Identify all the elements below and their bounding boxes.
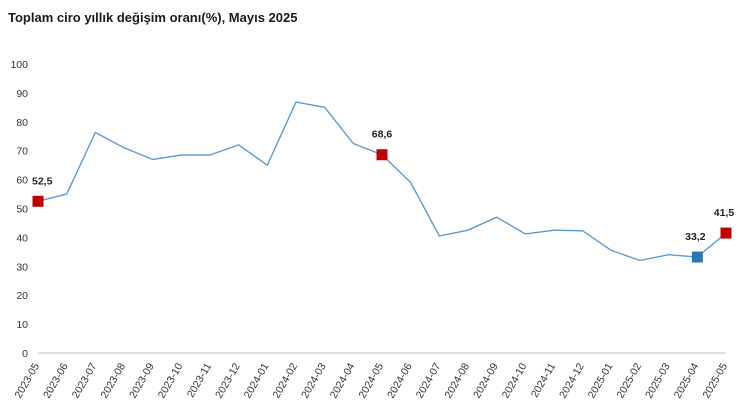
data-labels: 52,5 68,6 33,2 41,5	[32, 129, 734, 243]
x-tick-label: 2025-03	[643, 361, 673, 401]
x-tick-label: 2024-06	[385, 361, 415, 401]
x-axis: 2023-05 2023-06 2023-07 2023-08 2023-09 2023-…	[12, 352, 730, 401]
x-tick-label: 2023-06	[41, 361, 71, 401]
x-tick-label: 2023-09	[127, 361, 157, 401]
highlight-marker	[32, 195, 44, 207]
y-tick-label: 70	[16, 146, 28, 158]
x-tick-label: 2024-07	[414, 361, 444, 401]
highlight-marker	[691, 251, 703, 263]
x-tick-label: 2023-12	[213, 361, 243, 401]
y-tick-label: 80	[16, 117, 28, 129]
x-tick-label: 2023-08	[98, 361, 128, 401]
y-tick-label: 0	[22, 348, 28, 360]
highlight-marker	[720, 227, 732, 239]
series-line-group	[37, 101, 727, 262]
x-tick-label: 2024-08	[442, 361, 472, 401]
x-tick-label: 2025-05	[700, 361, 730, 401]
highlight-marker	[376, 149, 388, 161]
x-tick-label: 2023-11	[185, 361, 214, 400]
data-label: 68,6	[372, 129, 393, 141]
x-tick-label: 2025-02	[614, 361, 644, 401]
x-tick-label: 2024-12	[557, 361, 587, 401]
x-tick-label: 2025-01	[586, 361, 616, 401]
x-tick-label: 2024-11	[529, 361, 558, 400]
chart-title: Toplam ciro yıllık değişim oranı(%), May…	[8, 10, 298, 25]
data-label: 52,5	[32, 175, 53, 187]
x-tick-label: 2025-04	[672, 361, 702, 401]
x-tick-label: 2024-01	[242, 361, 272, 401]
x-tick-label: 2024-04	[328, 361, 358, 401]
x-tick-label: 2024-09	[471, 361, 501, 401]
data-label: 33,2	[685, 231, 706, 243]
x-tick-label: 2023-10	[156, 361, 186, 401]
x-tick-label: 2023-05	[12, 361, 42, 401]
data-label: 41,5	[714, 207, 735, 219]
y-tick-label: 60	[16, 175, 28, 187]
series-line	[37, 101, 727, 262]
y-tick-label: 40	[16, 232, 28, 244]
highlight-markers	[32, 149, 732, 263]
x-tick-label: 2024-03	[299, 361, 329, 401]
y-tick-label: 10	[16, 319, 28, 331]
x-tick-label: 2024-10	[500, 361, 530, 401]
y-tick-label: 30	[16, 261, 28, 273]
y-axis: 0 10 20 30 40 50 60 70 80 90 100	[10, 59, 28, 360]
x-tick-label: 2023-07	[70, 361, 100, 401]
y-tick-label: 50	[16, 204, 28, 216]
y-tick-label: 20	[16, 290, 28, 302]
x-tick-label: 2024-02	[270, 361, 300, 401]
x-tick-label: 2024-05	[356, 361, 386, 401]
y-tick-label: 90	[16, 88, 28, 100]
y-tick-label: 100	[10, 59, 28, 71]
